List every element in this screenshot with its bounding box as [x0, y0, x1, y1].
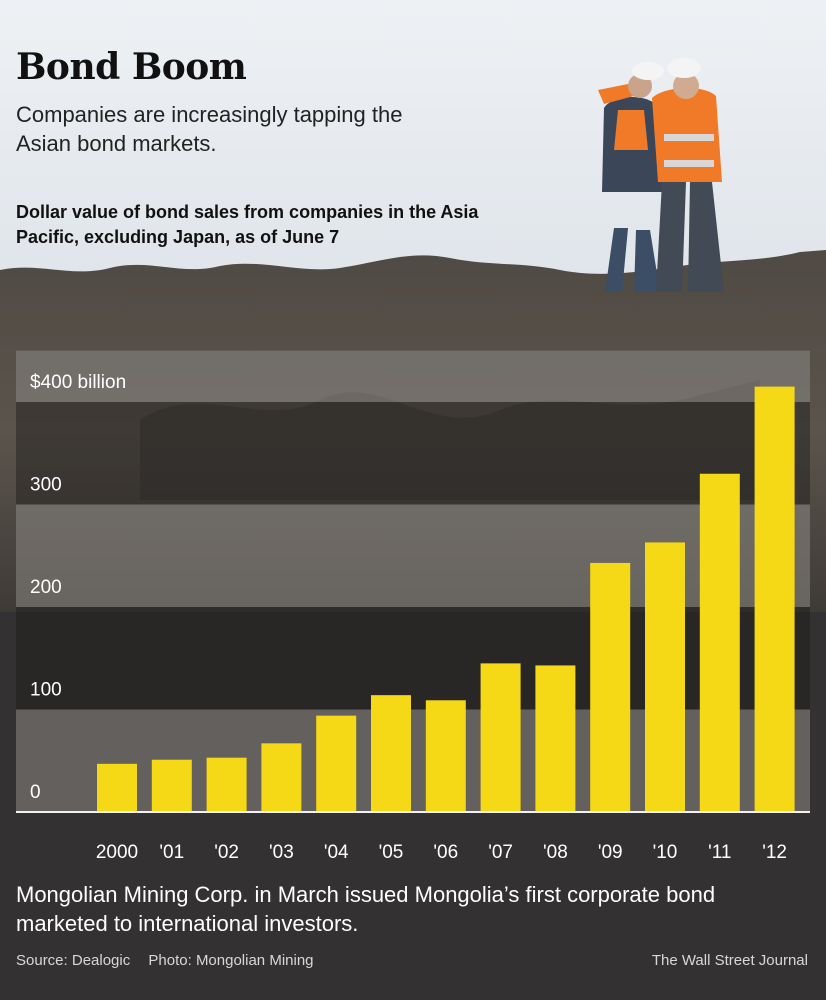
bar [535, 665, 576, 812]
x-tick-label: '07 [488, 842, 513, 863]
ground-shadow [140, 380, 760, 500]
x-tick-label: '11 [708, 842, 731, 863]
x-tick-label: '09 [598, 842, 623, 863]
x-tick-label: '10 [653, 842, 678, 863]
source-credit: Source: Dealogic [16, 952, 131, 969]
x-tick-label: '02 [214, 842, 239, 863]
miners-photo [598, 58, 724, 292]
y-tick-label: 200 [30, 577, 62, 598]
chart-description: Dollar value of bond sales from companie… [16, 202, 479, 247]
grid-band [16, 504, 810, 607]
x-tick-label: '01 [159, 842, 184, 863]
bar [754, 386, 795, 812]
x-tick-label: '05 [379, 842, 404, 863]
x-tick-label: '04 [324, 842, 349, 863]
y-tick-label: $400 billion [30, 372, 126, 393]
grid-band [16, 607, 810, 710]
bar [425, 700, 466, 812]
bar [480, 663, 521, 812]
y-tick-label: 300 [30, 475, 62, 496]
bar [151, 759, 192, 812]
x-tick-label: '12 [762, 842, 787, 863]
bar [261, 743, 302, 812]
footer: Source: Dealogic Photo: Mongolian Mining… [16, 952, 808, 969]
bar [316, 715, 357, 812]
bar [590, 562, 631, 812]
x-tick-label: 2000 [96, 842, 138, 863]
grid-band [16, 350, 810, 402]
chart-title: Bond Boom [16, 46, 247, 88]
y-tick-label: 100 [30, 680, 62, 701]
grid-band [16, 402, 810, 505]
footer-credits: Source: Dealogic Photo: Mongolian Mining [16, 952, 328, 969]
publisher-credit: The Wall Street Journal [651, 952, 808, 969]
bar [97, 763, 137, 812]
y-tick-label: 0 [30, 782, 41, 803]
bar [206, 757, 247, 812]
bar [371, 695, 411, 812]
bar [645, 542, 685, 812]
x-tick-label: '08 [543, 842, 568, 863]
photo-credit: Photo: Mongolian Mining [148, 952, 314, 969]
x-tick-label: '06 [433, 842, 458, 863]
photo-caption: Mongolian Mining Corp. in March issued M… [16, 882, 716, 936]
chart-subtitle: Companies are increasingly tapping the A… [16, 102, 403, 156]
x-tick-label: '03 [269, 842, 294, 863]
bar [699, 473, 740, 812]
